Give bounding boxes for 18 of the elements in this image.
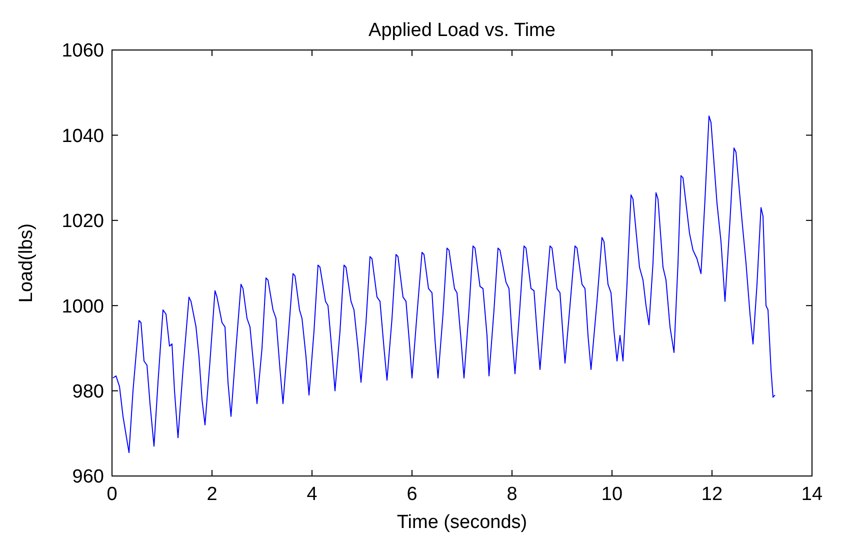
line-series: [112, 116, 776, 454]
x-tick-label: 4: [306, 484, 318, 505]
y-tick-label: 1020: [62, 211, 104, 232]
x-tick-label: 8: [506, 484, 518, 505]
x-tick-label: 6: [406, 484, 418, 505]
x-tick-label: 0: [106, 484, 118, 505]
x-tick-label: 12: [701, 484, 723, 505]
chart-title: Applied Load vs. Time: [368, 20, 556, 41]
x-tick-label: 10: [601, 484, 623, 505]
y-tick-label: 1040: [62, 126, 104, 147]
y-tick-label: 980: [72, 381, 104, 402]
x-tick-label: 2: [206, 484, 218, 505]
y-tick-label: 1060: [62, 40, 104, 62]
y-axis-title: Load(lbs): [16, 223, 37, 303]
x-axis-title: Time (seconds): [396, 512, 528, 533]
y-tick-label: 960: [72, 466, 104, 488]
x-tick-label: 14: [801, 484, 823, 505]
y-tick-label: 1000: [62, 296, 104, 318]
